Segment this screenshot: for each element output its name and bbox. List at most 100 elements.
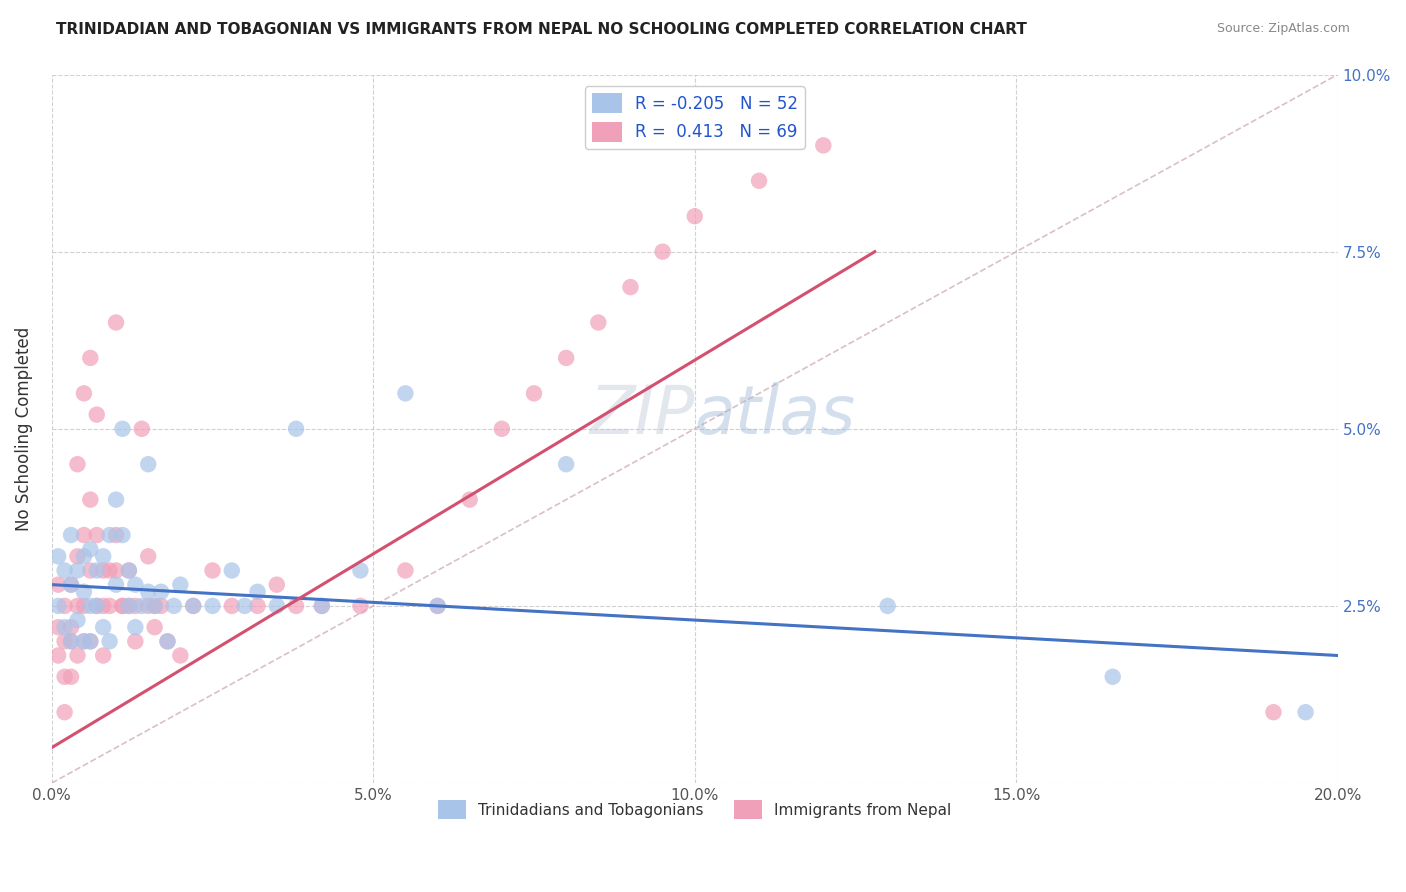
Point [73,549,96,564]
Point [46,648,69,663]
Point [60,577,83,591]
Point [311,599,333,613]
Point [131,422,153,436]
Point [98,564,121,578]
Point [118,599,141,613]
Point [66,549,89,564]
Point [91,620,114,634]
Point [91,564,114,578]
Point [46,577,69,591]
Point [266,577,288,591]
Point [73,634,96,648]
Point [86,528,108,542]
Point [156,634,179,648]
Point [91,549,114,564]
Point [73,528,96,542]
Point [349,599,371,613]
Legend: Trinidadians and Tobagonians, Immigrants from Nepal: Trinidadians and Tobagonians, Immigrants… [432,794,957,825]
Point [73,599,96,613]
Point [491,422,513,436]
Point [118,599,141,613]
Point [349,564,371,578]
Text: TRINIDADIAN AND TOBAGONIAN VS IMMIGRANTS FROM NEPAL NO SCHOOLING COMPLETED CORRE: TRINIDADIAN AND TOBAGONIAN VS IMMIGRANTS… [56,22,1028,37]
Point [79,542,101,557]
Point [266,599,288,613]
Point [60,577,83,591]
Point [111,528,134,542]
Point [46,599,69,613]
Point [111,599,134,613]
Point [246,599,269,613]
Point [201,599,224,613]
Point [555,457,578,471]
Point [169,577,191,591]
Point [98,528,121,542]
Point [458,492,481,507]
Point [73,584,96,599]
Point [156,634,179,648]
Point [105,564,128,578]
Point [60,528,83,542]
Point [118,564,141,578]
Point [124,599,146,613]
Point [86,599,108,613]
Point [79,634,101,648]
Point [876,599,898,613]
Point [181,599,204,613]
Point [426,599,449,613]
Point [136,599,159,613]
Point [53,634,76,648]
Point [86,599,108,613]
Point [118,564,141,578]
Point [53,620,76,634]
Point [124,577,146,591]
Point [1295,705,1317,719]
Point [131,599,153,613]
Point [150,599,173,613]
Point [136,584,159,599]
Point [66,457,89,471]
Point [73,634,96,648]
Point [105,528,128,542]
Point [221,599,243,613]
Point [79,351,101,365]
Point [169,648,191,663]
Point [285,599,308,613]
Point [79,634,101,648]
Point [124,620,146,634]
Point [1101,670,1123,684]
Point [285,422,308,436]
Point [46,549,69,564]
Point [555,351,578,365]
Point [53,564,76,578]
Point [86,564,108,578]
Point [394,564,416,578]
Point [79,564,101,578]
Point [394,386,416,401]
Y-axis label: No Schooling Completed: No Schooling Completed [15,326,32,531]
Point [221,564,243,578]
Point [91,599,114,613]
Point [46,620,69,634]
Point [73,386,96,401]
Point [86,408,108,422]
Point [588,316,610,330]
Point [60,634,83,648]
Point [105,577,128,591]
Point [143,599,166,613]
Point [619,280,641,294]
Point [181,599,204,613]
Point [136,457,159,471]
Text: Source: ZipAtlas.com: Source: ZipAtlas.com [1216,22,1350,36]
Point [60,670,83,684]
Point [79,599,101,613]
Text: ZIP: ZIP [589,382,695,448]
Point [66,599,89,613]
Point [53,670,76,684]
Point [66,564,89,578]
Point [136,549,159,564]
Point [683,209,706,223]
Point [163,599,186,613]
Point [143,599,166,613]
Point [98,599,121,613]
